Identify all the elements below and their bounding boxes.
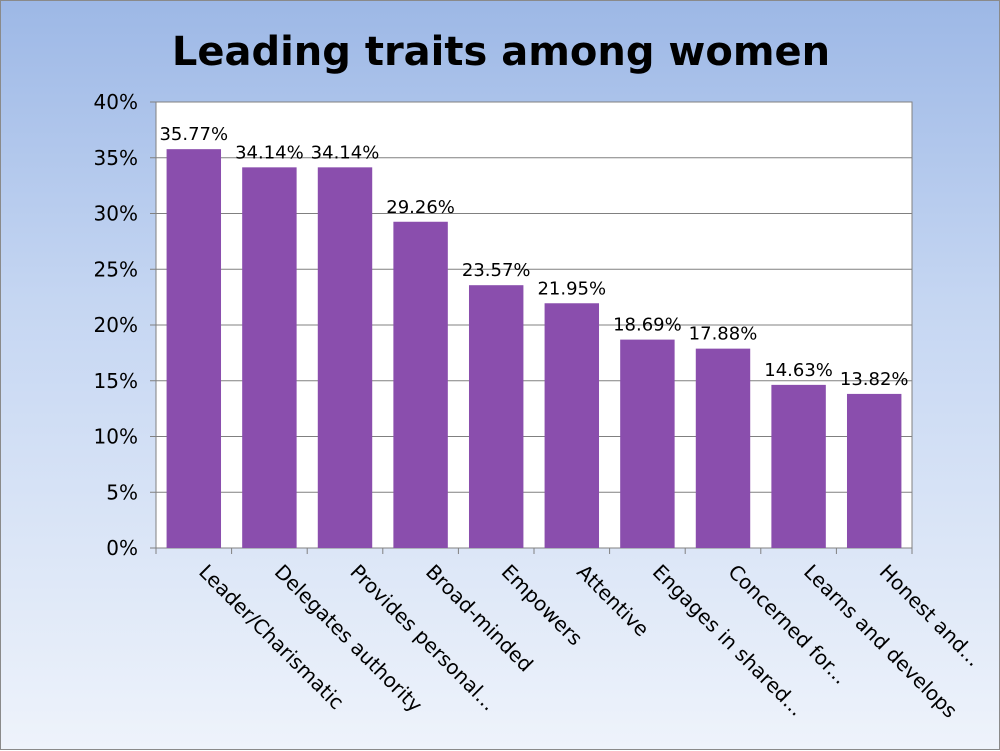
y-tick-label: 0% <box>106 536 138 560</box>
y-axis: 0% 5% 10% 15% 20% 25% 30% 35% 40% <box>94 90 156 560</box>
x-tick-label: Learns and develops <box>799 560 962 723</box>
chart-title: Leading traits among women <box>171 29 831 75</box>
bar <box>242 167 297 549</box>
x-tick-label: Attentive <box>572 560 654 642</box>
data-label: 21.95% <box>537 278 606 299</box>
y-tick-label: 10% <box>94 425 138 449</box>
y-tick-label: 30% <box>94 202 138 226</box>
y-tick-label: 35% <box>94 146 138 170</box>
data-label: 18.69% <box>613 315 682 336</box>
data-label: 34.14% <box>235 142 304 163</box>
x-tick-label: Provides personal... <box>345 560 501 716</box>
y-tick-label: 25% <box>94 257 138 281</box>
bar <box>166 149 222 549</box>
data-label: 23.57% <box>462 260 531 281</box>
y-tick-label: 15% <box>94 369 138 393</box>
x-tick-label: Leader/Charismatic <box>194 560 349 715</box>
x-tick-label: Delegates authority <box>270 560 428 718</box>
bars <box>166 149 902 549</box>
bar <box>620 339 675 548</box>
data-label: 13.82% <box>840 369 909 390</box>
data-labels: 35.77% 34.14% 34.14% 29.26% 23.57% 21.95% 18.6… <box>159 124 908 390</box>
bar <box>771 384 826 548</box>
bar <box>846 393 902 548</box>
bar <box>393 221 448 548</box>
bar <box>695 348 751 548</box>
bar <box>544 303 600 548</box>
y-tick-label: 20% <box>94 313 138 337</box>
data-label: 14.63% <box>764 360 833 381</box>
y-tick-label: 5% <box>106 480 138 504</box>
x-tick-label: Engages in shared... <box>648 560 809 721</box>
bar <box>468 285 524 548</box>
y-tick-label: 40% <box>94 90 138 114</box>
data-label: 35.77% <box>159 124 228 145</box>
data-label: 17.88% <box>689 324 758 345</box>
data-label: 29.26% <box>386 197 455 218</box>
data-label: 34.14% <box>311 142 380 163</box>
bar <box>317 167 373 549</box>
